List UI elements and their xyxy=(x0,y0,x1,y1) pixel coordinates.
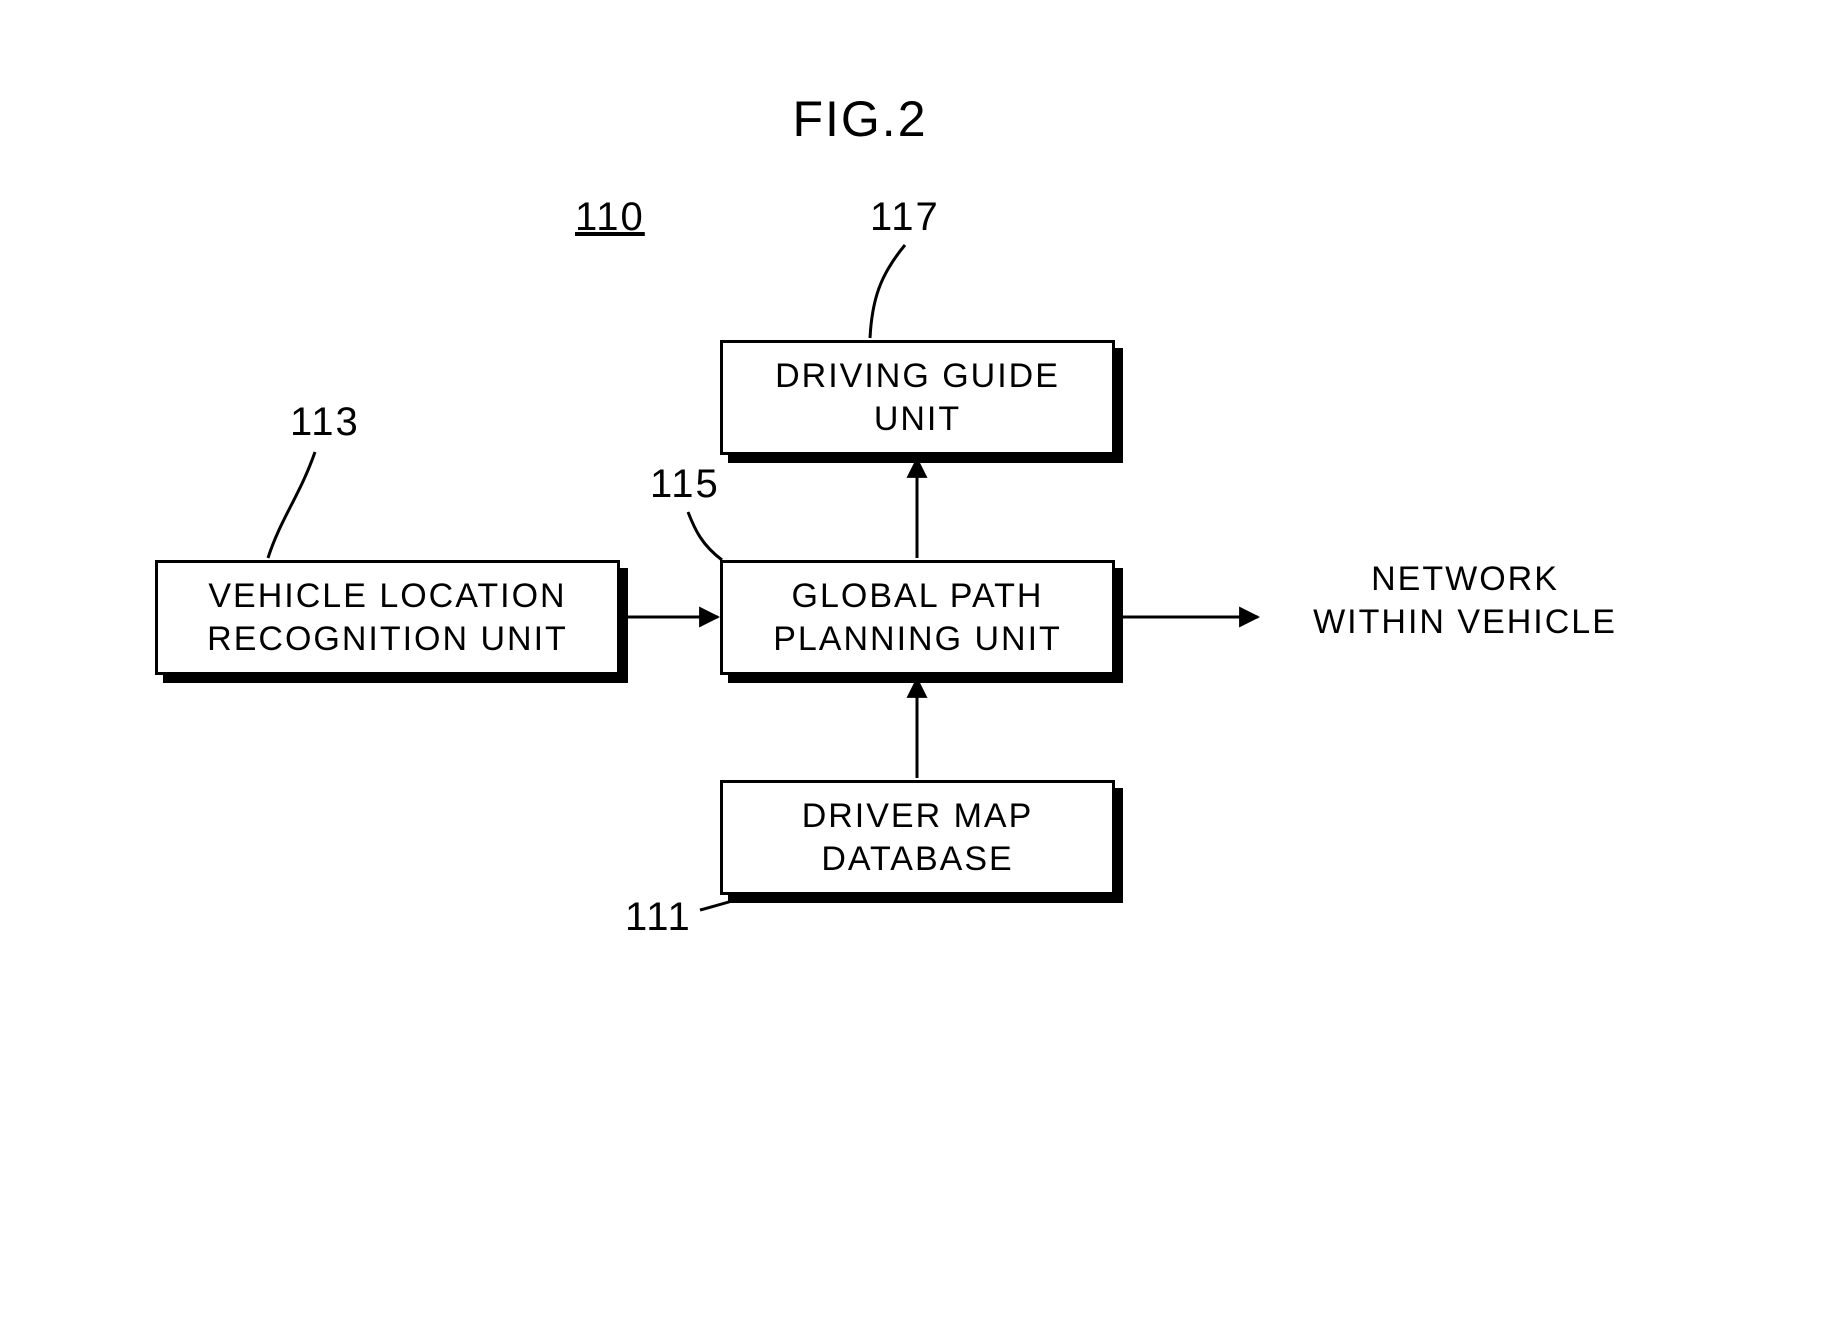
leader-line xyxy=(268,452,315,558)
leader-line xyxy=(870,245,905,338)
leader-line xyxy=(700,897,745,910)
leader-line xyxy=(688,512,722,560)
leader-lines xyxy=(268,245,905,910)
connector-layer xyxy=(0,0,1839,1334)
arrow-lines xyxy=(622,459,1258,778)
diagram-canvas: FIG.2 110 VEHICLE LOCATIONRECOGNITION UN… xyxy=(0,0,1839,1334)
